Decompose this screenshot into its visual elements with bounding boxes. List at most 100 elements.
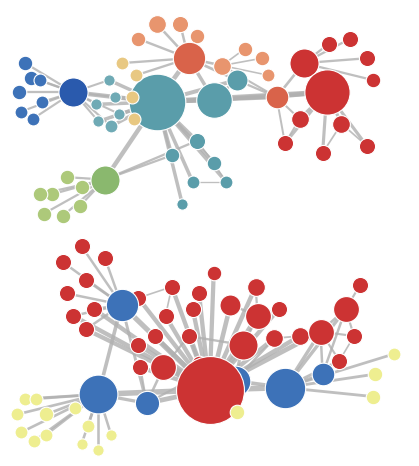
Point bbox=[162, 312, 169, 320]
Point bbox=[135, 294, 142, 302]
Point bbox=[319, 370, 326, 378]
Point bbox=[18, 429, 24, 436]
Point bbox=[206, 386, 213, 394]
Point bbox=[240, 341, 246, 349]
Point bbox=[106, 76, 112, 84]
Point bbox=[363, 55, 370, 62]
Point bbox=[357, 281, 364, 288]
Point bbox=[152, 332, 158, 340]
Point bbox=[227, 301, 234, 308]
Point bbox=[116, 110, 123, 118]
Point bbox=[275, 305, 282, 313]
Point bbox=[370, 393, 376, 400]
Point bbox=[13, 411, 20, 418]
Point bbox=[351, 332, 357, 340]
Point bbox=[323, 89, 330, 96]
Point bbox=[185, 332, 192, 340]
Point bbox=[133, 71, 140, 79]
Point bbox=[342, 305, 349, 313]
Point bbox=[22, 395, 28, 403]
Point bbox=[101, 176, 108, 183]
Point bbox=[391, 350, 397, 358]
Point bbox=[72, 404, 79, 411]
Point bbox=[59, 258, 66, 266]
Point bbox=[210, 270, 217, 277]
Point bbox=[129, 93, 135, 101]
Point bbox=[70, 89, 77, 96]
Point bbox=[338, 120, 345, 128]
Point bbox=[39, 98, 45, 106]
Point bbox=[154, 98, 160, 106]
Point bbox=[336, 357, 343, 364]
Point bbox=[210, 96, 217, 103]
Point bbox=[233, 76, 240, 84]
Point bbox=[49, 191, 56, 198]
Point bbox=[196, 359, 202, 367]
Point bbox=[64, 173, 70, 181]
Point bbox=[131, 115, 137, 123]
Point bbox=[370, 76, 376, 84]
Point bbox=[85, 422, 91, 429]
Point bbox=[282, 384, 288, 391]
Point bbox=[32, 395, 39, 403]
Point bbox=[254, 312, 261, 320]
Point bbox=[91, 305, 98, 313]
Point bbox=[347, 35, 353, 42]
Point bbox=[194, 137, 200, 144]
Point bbox=[36, 76, 43, 84]
Point bbox=[118, 59, 125, 67]
Point bbox=[154, 21, 160, 28]
Point bbox=[95, 391, 102, 398]
Point bbox=[185, 377, 192, 384]
Point bbox=[219, 62, 225, 69]
Point bbox=[95, 117, 102, 125]
Point bbox=[118, 301, 125, 308]
Point bbox=[194, 33, 200, 40]
Point bbox=[83, 276, 89, 284]
Point bbox=[319, 149, 326, 157]
Point bbox=[271, 335, 278, 342]
Point bbox=[43, 411, 49, 418]
Point bbox=[363, 142, 370, 149]
Point bbox=[29, 115, 36, 123]
Point bbox=[93, 101, 100, 108]
Point bbox=[28, 74, 35, 82]
Point bbox=[296, 115, 303, 123]
Point bbox=[265, 71, 272, 79]
Point bbox=[317, 328, 324, 336]
Point bbox=[233, 409, 240, 416]
Point bbox=[300, 59, 307, 67]
Point bbox=[242, 45, 248, 52]
Point bbox=[16, 89, 22, 96]
Point bbox=[59, 212, 66, 220]
Point bbox=[179, 200, 186, 208]
Point bbox=[252, 283, 259, 290]
Point bbox=[64, 290, 70, 297]
Point bbox=[112, 93, 119, 101]
Point bbox=[259, 55, 265, 62]
Point bbox=[70, 312, 77, 320]
Point bbox=[168, 151, 175, 159]
Point bbox=[76, 203, 83, 210]
Point bbox=[36, 191, 43, 198]
Point bbox=[43, 431, 49, 439]
Point bbox=[108, 123, 114, 130]
Point bbox=[296, 332, 303, 340]
Point bbox=[160, 363, 167, 371]
Point bbox=[189, 178, 196, 186]
Point bbox=[273, 93, 280, 101]
Point bbox=[83, 326, 89, 333]
Point bbox=[282, 139, 288, 147]
Point bbox=[78, 183, 85, 191]
Point bbox=[22, 59, 28, 67]
Point bbox=[95, 446, 102, 454]
Point bbox=[231, 377, 238, 384]
Point bbox=[326, 40, 332, 48]
Point bbox=[210, 159, 217, 166]
Point bbox=[18, 108, 24, 116]
Point bbox=[223, 178, 230, 186]
Point bbox=[189, 305, 196, 313]
Point bbox=[372, 370, 378, 378]
Point bbox=[30, 438, 37, 445]
Point bbox=[168, 283, 175, 290]
